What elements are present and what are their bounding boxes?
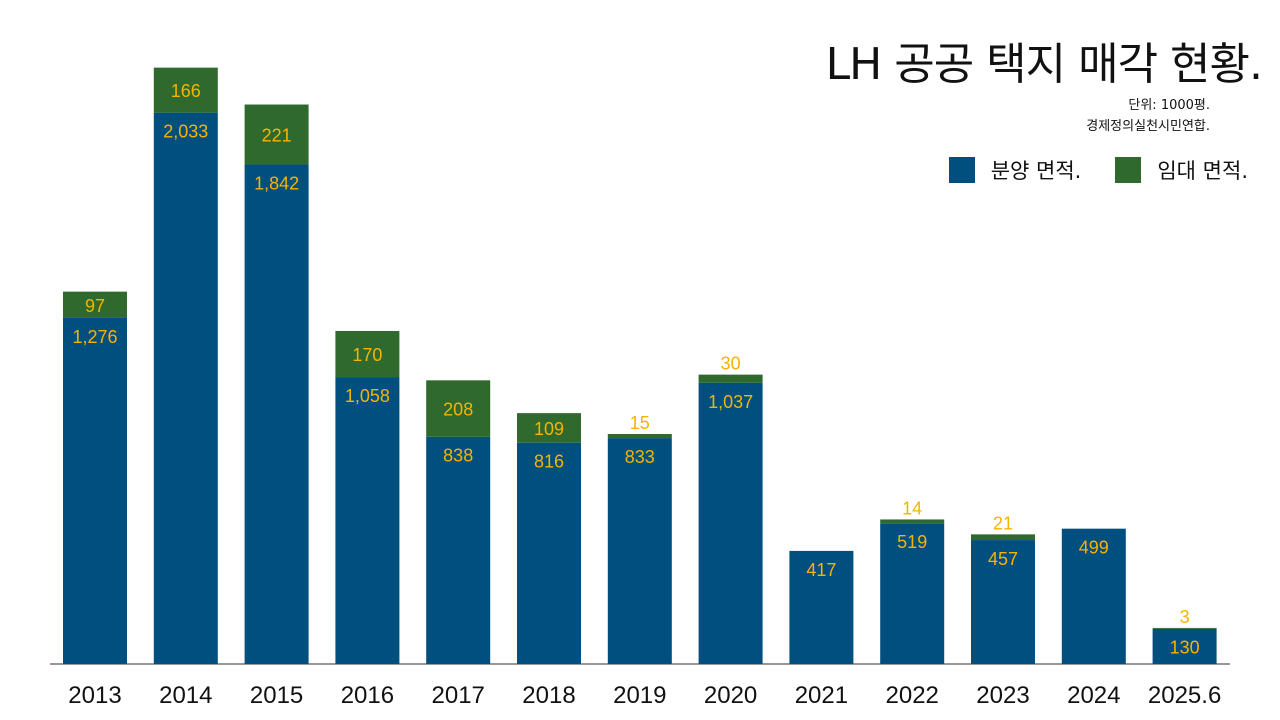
bar-sale	[153, 112, 218, 665]
data-label-rent: 30	[721, 354, 741, 374]
bar-sale	[426, 436, 491, 664]
bar-sale	[335, 377, 400, 664]
bar-sale	[698, 382, 763, 664]
bar-sale	[880, 523, 945, 664]
data-label-rent: 170	[352, 345, 382, 365]
data-label-sale: 457	[988, 549, 1018, 569]
bar-rent	[971, 534, 1035, 541]
data-label-sale: 417	[806, 560, 836, 580]
data-label-sale: 1,037	[708, 392, 753, 412]
x-tick-label: 2017	[432, 682, 485, 709]
bar-rent	[244, 104, 309, 165]
bar-rent	[698, 374, 763, 383]
legend-swatch-sale	[948, 157, 975, 183]
x-tick-label: 2014	[159, 682, 212, 709]
data-label-sale: 1,058	[345, 386, 390, 406]
bar-sale	[789, 550, 854, 664]
x-tick-label: 2013	[68, 682, 121, 709]
bar-rent	[63, 291, 127, 318]
data-label-sale: 1,842	[254, 173, 299, 193]
bar-sale	[517, 442, 581, 664]
bar-rent	[880, 519, 945, 524]
data-label-rent: 221	[262, 125, 292, 145]
bar-rent	[1152, 627, 1217, 629]
data-label-sale: 1,276	[72, 327, 117, 347]
data-label-rent: 21	[993, 513, 1013, 533]
data-label-rent: 166	[171, 81, 201, 101]
unit-note: 단위: 1000평.	[1128, 98, 1210, 113]
bar-sale	[1152, 628, 1217, 664]
data-label-sale: 833	[625, 447, 655, 467]
legend-item-sale: 분양 면적.	[948, 155, 1082, 185]
x-tick-label: 2019	[613, 682, 666, 709]
data-label-rent: 14	[902, 498, 922, 518]
data-label-rent: 109	[534, 419, 564, 439]
legend-label-sale: 분양 면적.	[990, 159, 1082, 183]
data-label-rent: 3	[1180, 607, 1190, 627]
x-tick-label: 2025.6	[1148, 682, 1221, 709]
data-label-sale: 2,033	[163, 122, 208, 142]
bar-rent	[153, 67, 218, 113]
bar-rent	[335, 330, 400, 378]
x-tick-label: 2020	[704, 682, 757, 709]
data-label-rent: 15	[630, 413, 650, 433]
data-label-sale: 838	[443, 446, 473, 466]
chart-title: LH 공공 택지 매각 현황.	[825, 39, 1263, 90]
bar-rent	[426, 380, 491, 437]
x-tick-label: 2022	[886, 682, 939, 709]
x-tick-label: 2023	[976, 682, 1029, 709]
x-tick-label: 2015	[250, 682, 303, 709]
legend: 분양 면적. 임대 면적.	[929, 155, 1248, 185]
bar-sale	[63, 317, 127, 664]
legend-label-rent: 임대 면적.	[1157, 159, 1248, 183]
legend-swatch-rent	[1115, 157, 1142, 183]
data-label-sale: 130	[1170, 638, 1200, 658]
bar-sale	[971, 540, 1035, 664]
bar-sale	[244, 164, 309, 665]
data-label-rent: 208	[443, 400, 473, 420]
source-note: 경제정의실천시민연합.	[1086, 119, 1210, 134]
bar-sale	[607, 438, 672, 664]
bar-rent	[517, 413, 581, 443]
legend-item-rent: 임대 면적.	[1115, 155, 1248, 185]
bar-sale	[1061, 528, 1126, 664]
x-tick-label: 2024	[1067, 682, 1120, 709]
data-label-rent: 97	[85, 296, 105, 316]
x-tick-label: 2018	[522, 682, 575, 709]
x-tick-label: 2021	[795, 682, 848, 709]
x-tick-label: 2016	[341, 682, 394, 709]
data-label-sale: 816	[534, 452, 564, 472]
data-label-sale: 499	[1079, 538, 1109, 558]
data-label-sale: 519	[897, 532, 927, 552]
bar-rent	[607, 434, 672, 439]
